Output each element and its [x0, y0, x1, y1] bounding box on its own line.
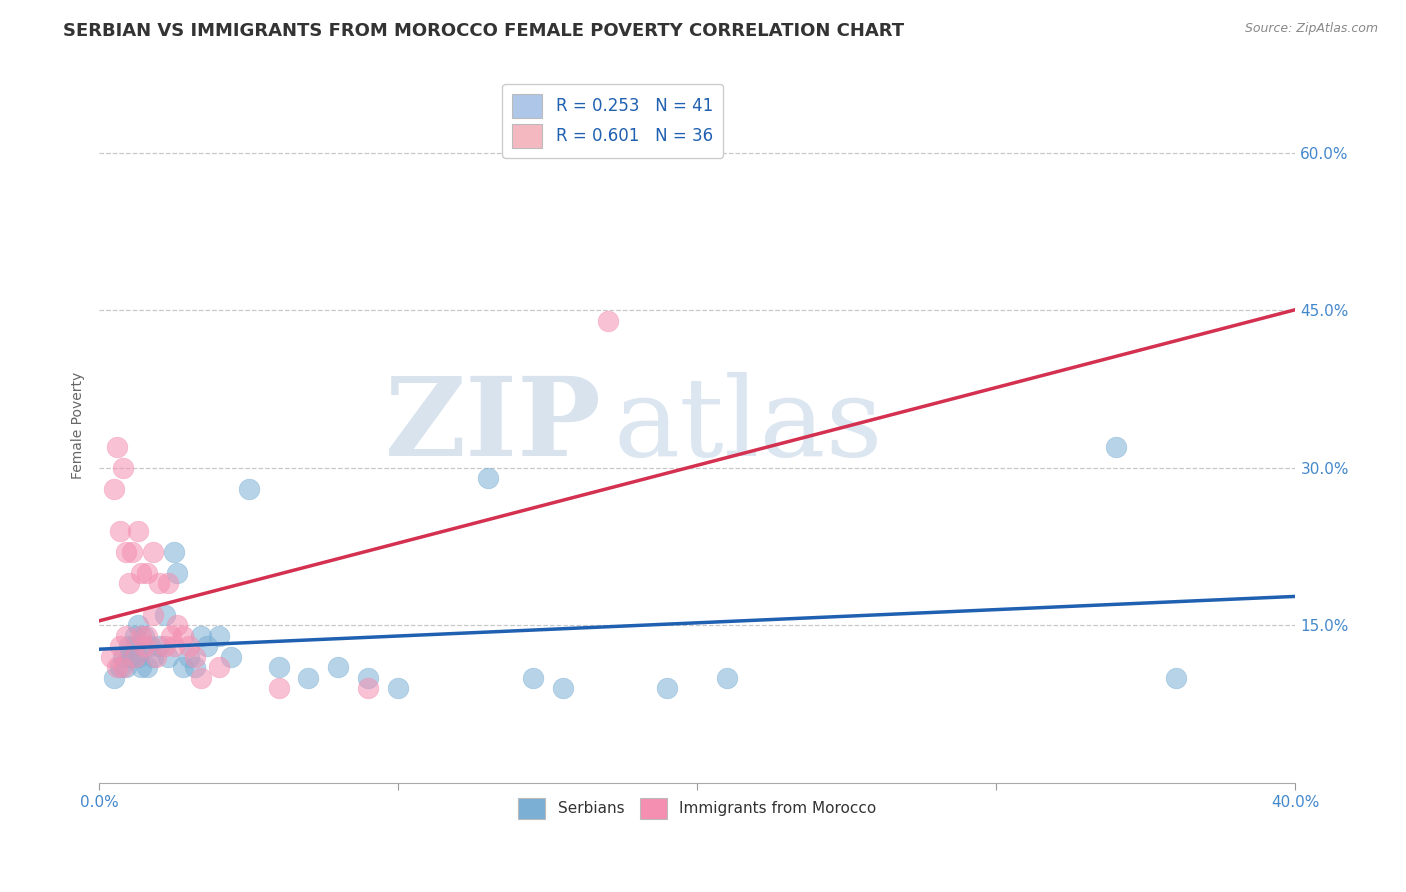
- Point: [357, 671, 380, 685]
- Point: [156, 649, 179, 664]
- Point: [124, 640, 146, 654]
- Point: [387, 681, 409, 696]
- Point: [177, 649, 200, 664]
- Point: [142, 545, 165, 559]
- Point: [129, 566, 152, 580]
- Point: [166, 566, 188, 580]
- Point: [238, 482, 260, 496]
- Point: [112, 649, 135, 664]
- Point: [118, 640, 141, 654]
- Text: Source: ZipAtlas.com: Source: ZipAtlas.com: [1244, 22, 1378, 36]
- Point: [136, 629, 159, 643]
- Point: [148, 640, 170, 654]
- Point: [148, 576, 170, 591]
- Point: [115, 629, 138, 643]
- Point: [477, 471, 499, 485]
- Text: SERBIAN VS IMMIGRANTS FROM MOROCCO FEMALE POVERTY CORRELATION CHART: SERBIAN VS IMMIGRANTS FROM MOROCCO FEMAL…: [63, 22, 904, 40]
- Point: [115, 660, 138, 674]
- Point: [163, 640, 186, 654]
- Point: [127, 618, 149, 632]
- Point: [522, 671, 544, 685]
- Point: [127, 524, 149, 538]
- Point: [184, 649, 207, 664]
- Point: [127, 649, 149, 664]
- Point: [129, 629, 152, 643]
- Point: [118, 649, 141, 664]
- Y-axis label: Female Poverty: Female Poverty: [72, 372, 86, 479]
- Point: [142, 649, 165, 664]
- Point: [139, 640, 162, 654]
- Point: [118, 576, 141, 591]
- Point: [219, 649, 242, 664]
- Legend: Serbians, Immigrants from Morocco: Serbians, Immigrants from Morocco: [512, 791, 883, 825]
- Point: [112, 660, 135, 674]
- Point: [596, 314, 619, 328]
- Point: [103, 482, 125, 496]
- Point: [124, 629, 146, 643]
- Point: [156, 576, 179, 591]
- Point: [166, 618, 188, 632]
- Point: [142, 607, 165, 622]
- Point: [1164, 671, 1187, 685]
- Point: [551, 681, 574, 696]
- Point: [121, 649, 143, 664]
- Point: [163, 545, 186, 559]
- Point: [1105, 440, 1128, 454]
- Point: [190, 671, 212, 685]
- Point: [160, 629, 183, 643]
- Point: [208, 629, 231, 643]
- Point: [108, 640, 131, 654]
- Point: [267, 681, 290, 696]
- Point: [129, 660, 152, 674]
- Point: [105, 660, 128, 674]
- Point: [132, 640, 155, 654]
- Point: [115, 545, 138, 559]
- Point: [136, 660, 159, 674]
- Point: [208, 660, 231, 674]
- Point: [357, 681, 380, 696]
- Point: [657, 681, 679, 696]
- Point: [124, 649, 146, 664]
- Point: [177, 640, 200, 654]
- Point: [195, 640, 218, 654]
- Point: [716, 671, 738, 685]
- Point: [172, 629, 194, 643]
- Point: [184, 660, 207, 674]
- Point: [328, 660, 350, 674]
- Point: [145, 649, 167, 664]
- Text: ZIP: ZIP: [385, 372, 602, 479]
- Point: [153, 640, 176, 654]
- Point: [132, 629, 155, 643]
- Point: [112, 460, 135, 475]
- Point: [172, 660, 194, 674]
- Point: [190, 629, 212, 643]
- Point: [108, 660, 131, 674]
- Point: [297, 671, 319, 685]
- Point: [100, 649, 122, 664]
- Point: [136, 566, 159, 580]
- Text: atlas: atlas: [613, 372, 883, 479]
- Point: [153, 607, 176, 622]
- Point: [108, 524, 131, 538]
- Point: [103, 671, 125, 685]
- Point: [121, 545, 143, 559]
- Point: [105, 440, 128, 454]
- Point: [267, 660, 290, 674]
